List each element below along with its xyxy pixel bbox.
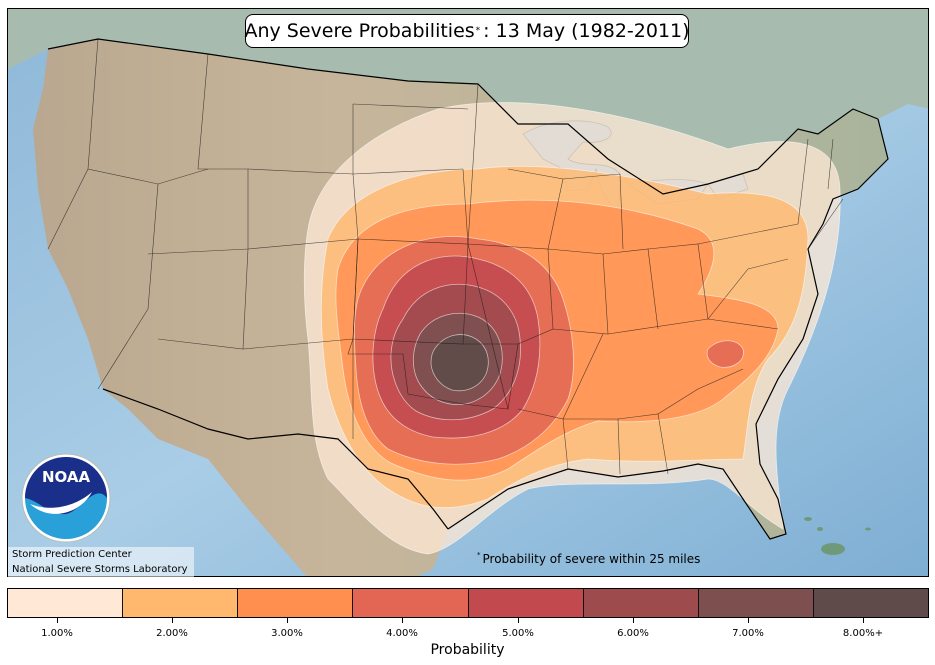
probability-contours xyxy=(303,102,841,555)
footnote: * Probability of severe within 25 miles xyxy=(477,551,700,566)
title-suffix: : 13 May (1982-2011) xyxy=(483,20,690,42)
colorbar-tick-label: 2.00% xyxy=(156,628,188,639)
colorbar-segment xyxy=(583,589,699,617)
colorbar-segment xyxy=(698,589,814,617)
colorbar-tick-label: 1.00% xyxy=(41,628,73,639)
colorbar-tick-label: 6.00% xyxy=(617,628,649,639)
colorbar-tick xyxy=(518,618,519,623)
credit-nssl: National Severe Storms Laboratory xyxy=(12,564,188,575)
probability-map xyxy=(7,8,929,577)
credit-spc: Storm Prediction Center xyxy=(12,549,132,560)
colorbar-tick-label: 8.00%+ xyxy=(842,628,884,639)
contour-4pct-southeast xyxy=(706,340,744,368)
map-title: Any Severe Probabilities *: 13 May (1982-… xyxy=(244,14,690,48)
noaa-logo-text: NOAA xyxy=(42,468,91,486)
colorbar-tick-label: 7.00% xyxy=(732,628,764,639)
colorbar-tick xyxy=(287,618,288,623)
caribbean-islands xyxy=(804,517,871,555)
credits-box xyxy=(8,547,194,577)
colorbar-segment xyxy=(123,589,239,617)
colorbar-tick-label: 4.00% xyxy=(386,628,418,639)
title-main: Any Severe Probabilities xyxy=(244,20,475,42)
colorbar-tick xyxy=(172,618,173,623)
colorbar-title: Probability xyxy=(430,642,505,658)
us-coastline xyxy=(447,118,889,540)
colorbar-segment xyxy=(8,589,124,617)
state-boundaries xyxy=(47,38,844,475)
colorbar-tick xyxy=(863,618,864,623)
colorbar-segment xyxy=(353,589,469,617)
contour-8pct xyxy=(430,334,489,392)
colorbar-segment xyxy=(238,589,354,617)
borders xyxy=(47,38,889,540)
noaa-logo: NOAA xyxy=(20,452,112,544)
colorbar-ticks xyxy=(7,618,929,626)
colorbar-tick-label: 3.00% xyxy=(271,628,303,639)
mexico-border xyxy=(102,388,449,530)
colorbar-tick xyxy=(633,618,634,623)
colorbar xyxy=(7,588,929,618)
title-marker: * xyxy=(475,26,481,36)
colorbar-segment xyxy=(468,589,584,617)
colorbar-tick xyxy=(57,618,58,623)
colorbar-tick xyxy=(748,618,749,623)
colorbar-tick-label: 5.00% xyxy=(502,628,534,639)
colorbar-segment xyxy=(813,589,928,617)
canada-border xyxy=(47,38,879,195)
footnote-marker: * xyxy=(477,551,481,559)
colorbar-tick xyxy=(402,618,403,623)
footnote-text: Probability of severe within 25 miles xyxy=(482,552,701,566)
